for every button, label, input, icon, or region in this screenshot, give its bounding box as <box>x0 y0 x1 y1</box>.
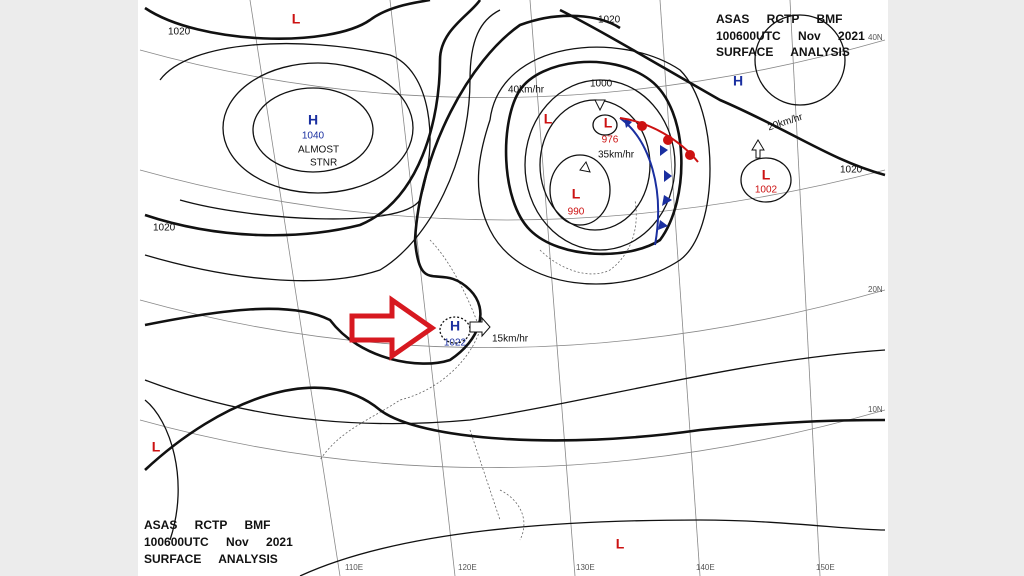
pressure-value: 976 <box>602 135 619 146</box>
pressure-center: L <box>616 536 625 552</box>
isobar-label: 1020 <box>840 165 863 176</box>
pressure-value: 1002 <box>755 185 778 196</box>
isobar-label: 1020 <box>598 15 621 26</box>
pressure-center: L <box>762 167 771 183</box>
pressure-center: H <box>450 318 460 334</box>
pressure-center: L <box>152 439 161 455</box>
latitude-label: 20N <box>868 285 883 294</box>
map-area <box>138 0 888 576</box>
header-line: 100600UTC Nov 2021 <box>144 535 293 549</box>
pressure-value: 1022 <box>444 338 467 349</box>
annotation: STNR <box>310 158 337 169</box>
pressure-center: L <box>292 11 301 27</box>
latitude-label: 40N <box>868 33 883 42</box>
pressure-value: 990 <box>568 207 585 218</box>
longitude-label: 120E <box>458 563 477 572</box>
header-line: ASAS RCTP BMF <box>716 12 842 26</box>
longitude-label: 150E <box>816 563 835 572</box>
speed-label: 35km/hr <box>598 150 635 161</box>
motion-arrows <box>469 99 765 338</box>
isobars <box>144 0 886 576</box>
header-line: SURFACE ANALYSIS <box>716 45 850 59</box>
annotation: ALMOST <box>298 145 339 156</box>
pressure-center: H <box>733 73 743 89</box>
pressure-center: H <box>308 112 318 128</box>
speed-label: 40km/hr <box>508 85 545 96</box>
coastlines <box>319 199 637 541</box>
graticule <box>139 0 886 576</box>
pressure-center: L <box>572 186 581 202</box>
highlight-arrow <box>349 295 437 361</box>
longitude-label: 130E <box>576 563 595 572</box>
pressure-center: L <box>544 111 553 127</box>
header-line: ASAS RCTP BMF <box>144 518 270 532</box>
isobar-value: 1000 <box>590 79 613 90</box>
header-line: 100600UTC Nov 2021 <box>716 29 865 43</box>
speed-label: 15km/hr <box>492 334 529 345</box>
pressure-value: 1040 <box>302 131 325 142</box>
header-line: SURFACE ANALYSIS <box>144 552 278 566</box>
fronts <box>619 117 699 246</box>
longitude-label: 140E <box>696 563 715 572</box>
isobar-label: 1020 <box>153 223 176 234</box>
isobar-label: 1020 <box>168 27 191 38</box>
pressure-center: L <box>604 115 613 131</box>
latitude-label: 10N <box>868 405 883 414</box>
longitude-label: 110E <box>345 563 363 572</box>
